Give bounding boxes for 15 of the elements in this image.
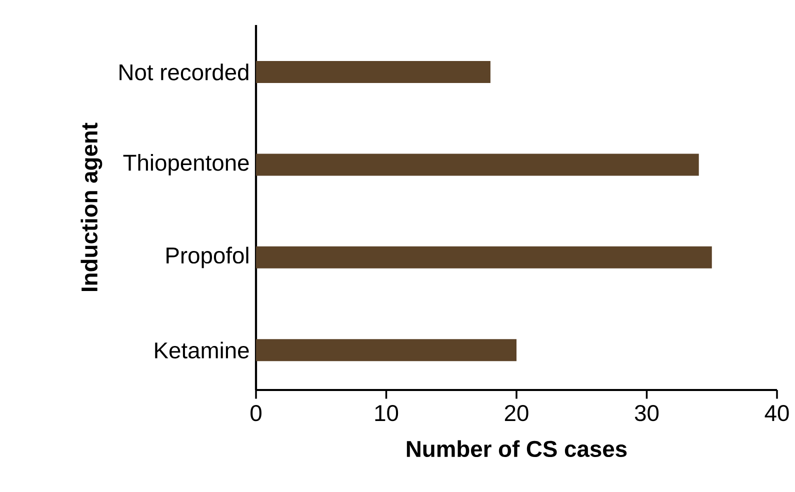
- y-tick-label: Ketamine: [155, 342, 249, 359]
- bar: [256, 339, 516, 362]
- y-tick-label: Not recorded: [120, 64, 248, 80]
- y-axis-title: Induction agent: [80, 122, 102, 292]
- x-tick-label: 40: [764, 404, 789, 422]
- x-tick-label: 30: [634, 404, 659, 422]
- x-axis-title: Number of CS cases: [406, 440, 627, 458]
- bar: [256, 61, 490, 84]
- bar: [256, 154, 699, 176]
- bar: [256, 246, 712, 268]
- x-tick-label: 20: [504, 404, 528, 422]
- x-tick-label: 0: [250, 404, 262, 422]
- y-tick-label: Propofol: [166, 246, 248, 268]
- y-tick-label: Thiopentone: [123, 154, 249, 176]
- x-tick-label: 10: [375, 404, 398, 422]
